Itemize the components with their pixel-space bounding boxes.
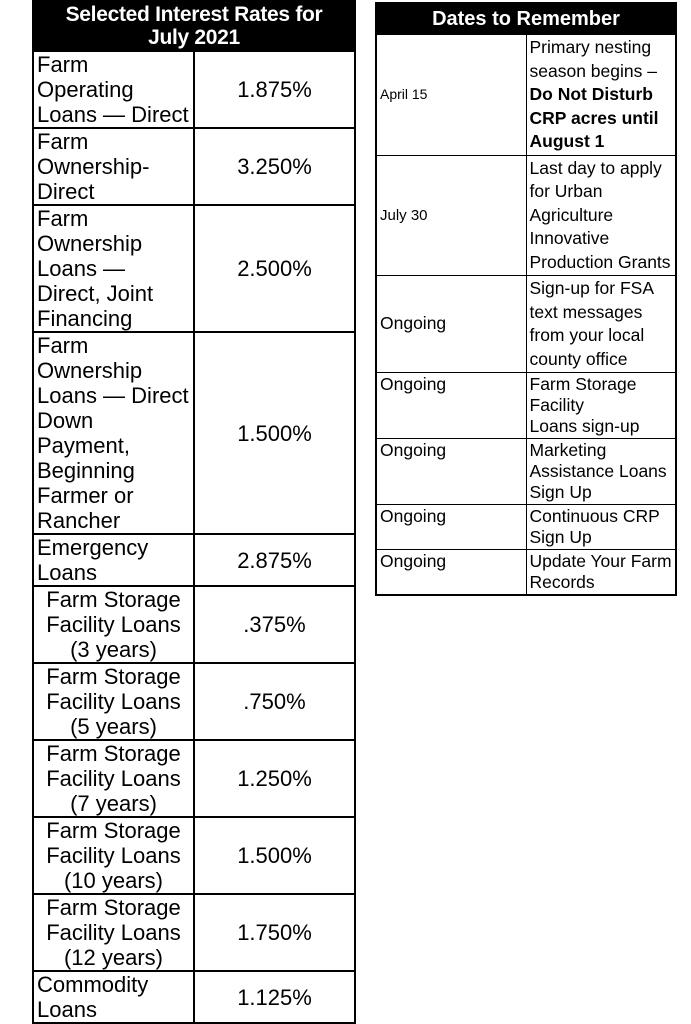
date-description: Farm Storage Facility Loans sign-up	[525, 372, 677, 439]
loan-rate-value: .750%	[193, 662, 356, 741]
loan-type-label: Farm Storage Facility Loans (7 years)	[32, 739, 195, 818]
table-row: Farm Storage Facility Loans (7 years) 1.…	[32, 739, 356, 818]
loan-type-label: Farm Operating Loans — Direct	[32, 50, 195, 129]
desc-bold-text: Do Not Disturb CRP acres until August 1	[529, 84, 659, 151]
date-description: Primary nesting season begins – Do Not D…	[525, 34, 677, 156]
table-row: Farm Ownership Loans — Direct, Joint Fin…	[32, 204, 356, 333]
loan-type-label: Farm Storage Facility Loans (5 years)	[32, 662, 195, 741]
desc-regular-text: Primary nesting season begins –	[529, 37, 657, 81]
interest-rates-header-row: Selected Interest Rates for July 2021	[32, 0, 356, 52]
date-cell: Ongoing	[375, 504, 527, 550]
loan-rate-value: 1.750%	[193, 893, 356, 972]
loan-rate-value: 1.875%	[193, 50, 356, 129]
table-row: Emergency Loans 2.875%	[32, 533, 356, 587]
table-row: Farm Operating Loans — Direct 1.875%	[32, 50, 356, 129]
dates-to-remember-table: Dates to Remember April 15 Primary nesti…	[375, 2, 677, 596]
loan-rate-value: 1.500%	[193, 816, 356, 895]
date-cell: April 15	[375, 34, 527, 156]
table-row: Farm Storage Facility Loans (3 years) .3…	[32, 585, 356, 664]
date-cell: Ongoing	[375, 275, 527, 373]
date-cell: Ongoing	[375, 438, 527, 505]
dates-header-row: Dates to Remember	[375, 2, 677, 35]
dates-table-title: Dates to Remember	[375, 2, 677, 35]
table-row: Farm Ownership Loans — Direct Down Payme…	[32, 331, 356, 535]
table-row: Commodity Loans 1.125%	[32, 970, 356, 1024]
loan-rate-value: 3.250%	[193, 127, 356, 206]
table-row: Farm Storage Facility Loans (10 years) 1…	[32, 816, 356, 895]
table-row: July 30 Last day to apply for Urban Agri…	[375, 154, 677, 276]
table-row: Ongoing Update Your Farm Records	[375, 549, 677, 596]
table-row: Ongoing Sign-up for FSA text messages fr…	[375, 275, 677, 373]
loan-type-label: Emergency Loans	[32, 533, 195, 587]
loan-type-label: Farm Ownership Loans — Direct Down Payme…	[32, 331, 195, 535]
loan-type-label: Commodity Loans	[32, 970, 195, 1024]
loan-type-label: Farm Ownership-Direct	[32, 127, 195, 206]
loan-rate-value: .375%	[193, 585, 356, 664]
table-row: Farm Ownership-Direct 3.250%	[32, 127, 356, 206]
table-row: Ongoing Farm Storage Facility Loans sign…	[375, 372, 677, 439]
loan-rate-value: 1.500%	[193, 331, 356, 535]
date-description: Sign-up for FSA text messages from your …	[525, 275, 677, 373]
loan-type-label: Farm Storage Facility Loans (10 years)	[32, 816, 195, 895]
loan-rate-value: 1.250%	[193, 739, 356, 818]
table-row: Ongoing Continuous CRP Sign Up	[375, 504, 677, 550]
loan-type-label: Farm Storage Facility Loans (12 years)	[32, 893, 195, 972]
interest-rates-table-title: Selected Interest Rates for July 2021	[32, 0, 356, 52]
date-description: Marketing Assistance Loans Sign Up	[525, 438, 677, 505]
table-row: Farm Storage Facility Loans (5 years) .7…	[32, 662, 356, 741]
loan-type-label: Farm Storage Facility Loans (3 years)	[32, 585, 195, 664]
date-cell: Ongoing	[375, 549, 527, 596]
loan-rate-value: 1.125%	[193, 970, 356, 1024]
loan-rate-value: 2.875%	[193, 533, 356, 587]
loan-rate-value: 2.500%	[193, 204, 356, 333]
loan-type-label: Farm Ownership Loans — Direct, Joint Fin…	[32, 204, 195, 333]
interest-rates-table: Selected Interest Rates for July 2021 Fa…	[32, 0, 356, 1024]
date-description: Update Your Farm Records	[525, 549, 677, 596]
date-cell: July 30	[375, 154, 527, 276]
date-description: Continuous CRP Sign Up	[525, 504, 677, 550]
table-row: Ongoing Marketing Assistance Loans Sign …	[375, 438, 677, 505]
table-row: Farm Storage Facility Loans (12 years) 1…	[32, 893, 356, 972]
date-description: Last day to apply for Urban Agriculture …	[525, 154, 677, 276]
table-row: April 15 Primary nesting season begins –…	[375, 34, 677, 156]
date-cell: Ongoing	[375, 372, 527, 439]
